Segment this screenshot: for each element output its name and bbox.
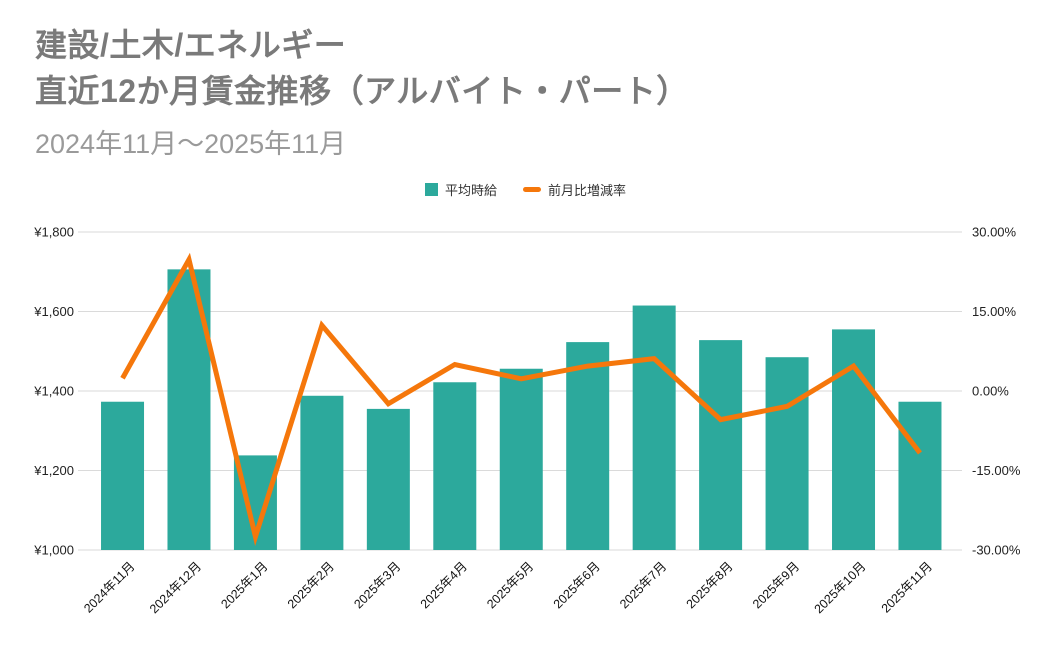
bar-month-0 xyxy=(101,401,145,550)
chart-title-line1: 建設/土木/エネルギー xyxy=(35,27,347,63)
bar-month-8 xyxy=(632,305,676,550)
bar-month-11 xyxy=(832,329,876,550)
bar-month-9 xyxy=(699,340,743,550)
y-axis-label-right: -30.00% xyxy=(972,543,1021,558)
chart-title-line2: 直近12か月賃金推移（アルバイト・パート） xyxy=(35,73,689,109)
x-axis-label: 2025年10月 xyxy=(812,559,869,616)
y-axis-label-left: ¥1,800 xyxy=(33,225,74,240)
x-axis-label: 2025年9月 xyxy=(750,559,802,611)
bar-month-6 xyxy=(499,368,543,550)
x-axis-label: 2024年11月 xyxy=(81,559,137,615)
x-axis-label: 2025年11月 xyxy=(879,559,935,615)
bar-month-5 xyxy=(433,382,477,550)
x-axis-label: 2025年1月 xyxy=(218,559,270,611)
x-axis-label: 2025年4月 xyxy=(418,559,470,611)
bar-month-1 xyxy=(167,269,211,550)
chart-header: 建設/土木/エネルギー 直近12か月賃金推移（アルバイト・パート） 2024年1… xyxy=(35,22,689,160)
legend-label-average-wage: 平均時給 xyxy=(444,183,497,198)
legend-item-mom-change: 前月比増減率 xyxy=(523,180,626,199)
y-axis-label-right: 0.00% xyxy=(972,384,1009,399)
bar-month-4 xyxy=(366,408,410,550)
chart-legend: 平均時給 前月比増減率 xyxy=(0,180,1051,199)
y-axis-label-left: ¥1,200 xyxy=(33,463,74,478)
bar-series-swatch-icon xyxy=(424,183,438,196)
x-axis-label: 2025年7月 xyxy=(617,559,669,611)
y-axis-label-right: 15.00% xyxy=(972,304,1017,319)
x-axis-label: 2024年12月 xyxy=(147,559,204,616)
mom-change-trend-line xyxy=(120,252,922,547)
x-axis-label: 2025年3月 xyxy=(351,559,403,611)
bar-month-10 xyxy=(765,357,809,550)
line-series-swatch-icon xyxy=(523,187,541,192)
legend-label-mom-change: 前月比増減率 xyxy=(548,183,627,198)
y-axis-label-left: ¥1,400 xyxy=(33,384,74,399)
y-axis-label-left: ¥1,600 xyxy=(33,304,74,319)
chart-subtitle: 2024年11月～2025年11月 xyxy=(35,129,347,159)
bar-month-7 xyxy=(566,342,610,550)
x-axis-label: 2025年8月 xyxy=(684,559,736,611)
y-axis-label-left: ¥1,000 xyxy=(33,543,74,558)
legend-item-average-wage: 平均時給 xyxy=(424,180,497,199)
y-axis-label-right: -15.00% xyxy=(972,463,1021,478)
x-axis-label: 2025年2月 xyxy=(285,559,337,611)
bar-month-12 xyxy=(898,401,942,550)
y-axis-label-right: 30.00% xyxy=(972,225,1017,240)
bar-month-3 xyxy=(300,395,344,550)
x-axis-label: 2025年5月 xyxy=(484,559,536,611)
x-axis-label: 2025年6月 xyxy=(551,559,603,611)
